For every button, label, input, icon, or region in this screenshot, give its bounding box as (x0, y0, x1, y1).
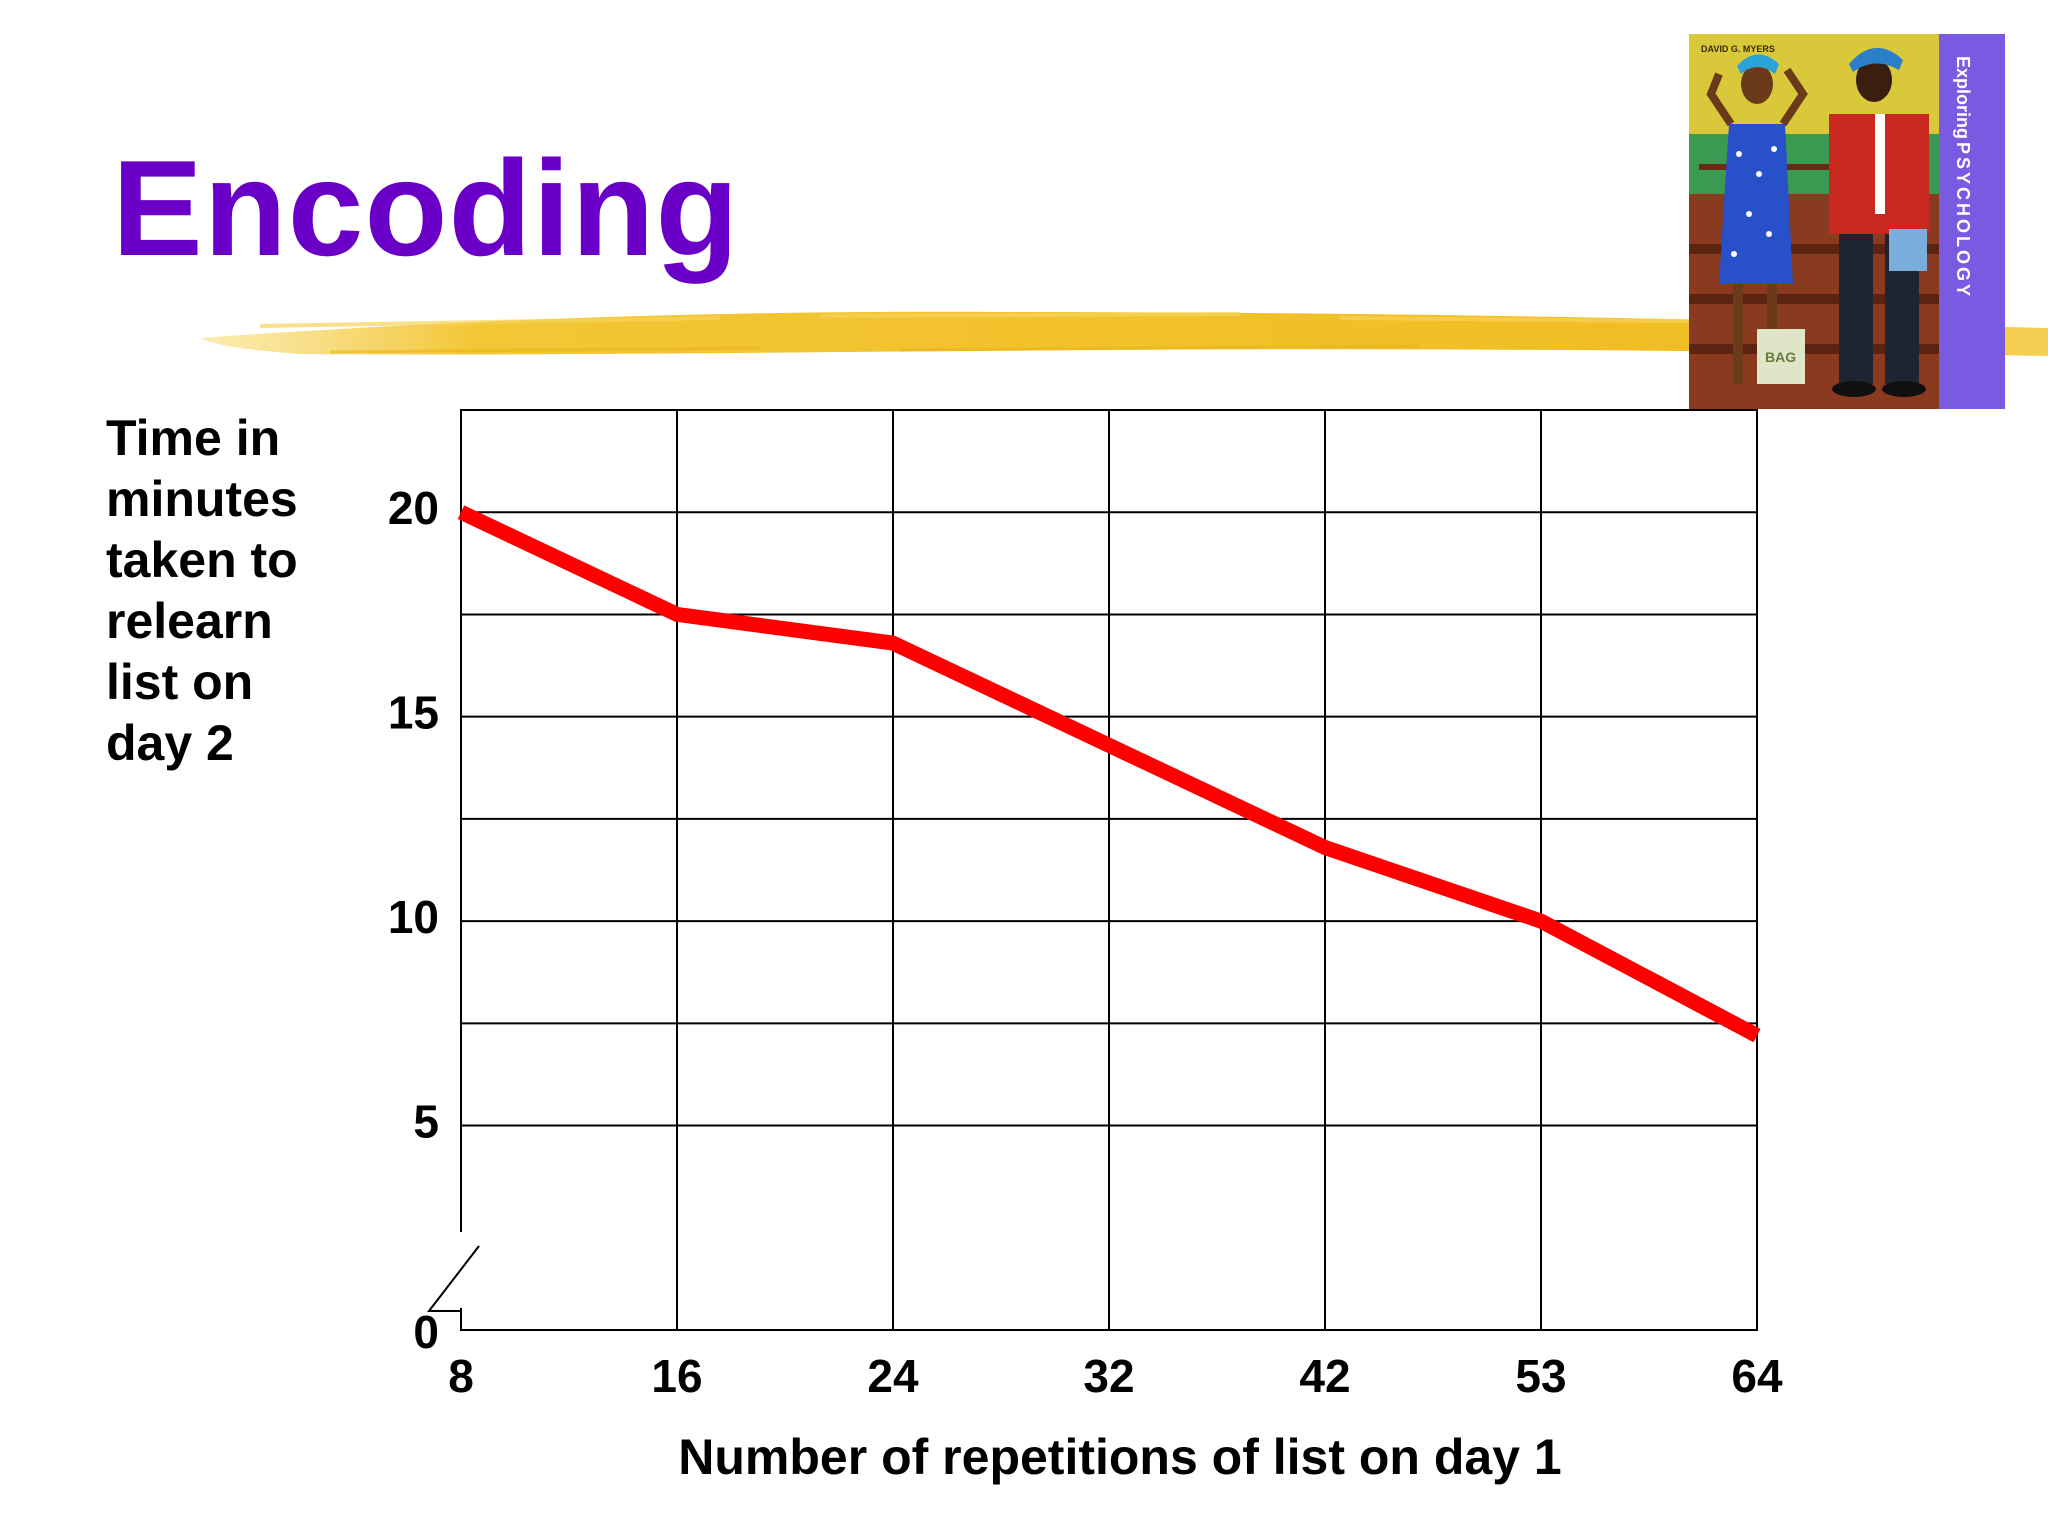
slide-title: Encoding (112, 132, 740, 284)
book-cover-image: BAG DAVID G. MYERS Exploring PSYCHOLOGY (1689, 34, 2005, 409)
y-tick-label: 10 (388, 891, 439, 943)
y-axis-break (426, 1232, 480, 1330)
y-axis-label: Time in minutes taken to relearn list on… (106, 410, 298, 771)
axis-break-zigzag (426, 1245, 480, 1330)
cover-author: DAVID G. MYERS (1701, 44, 1775, 54)
x-tick-label: 8 (448, 1350, 474, 1402)
y-tick-label: 0 (413, 1306, 439, 1358)
data-point (1108, 744, 1110, 746)
data-point (460, 511, 462, 513)
data-point (1756, 1035, 1758, 1037)
data-point (1324, 847, 1326, 849)
y-tick-labels: 0 5 10 15 20 (388, 482, 439, 1358)
x-tick-label: 53 (1515, 1350, 1566, 1402)
x-tick-label: 24 (867, 1350, 919, 1402)
y-tick-label: 20 (388, 482, 439, 534)
data-point (892, 642, 894, 644)
x-tick-labels: 8 16 24 32 42 53 64 (448, 1350, 1783, 1402)
chart-series (457, 505, 1761, 1043)
y-tick-label: 15 (388, 687, 439, 739)
x-tick-label: 32 (1083, 1350, 1134, 1402)
data-point (1540, 920, 1542, 922)
x-axis-label: Number of repetitions of list on day 1 (678, 1429, 1562, 1485)
cover-bag-label: BAG (1765, 349, 1796, 365)
data-point (676, 613, 678, 615)
cover-title-word1: Exploring (1953, 56, 1973, 139)
cover-title-word2: PSYCHOLOGY (1953, 142, 1973, 299)
x-tick-label: 64 (1731, 1350, 1783, 1402)
y-tick-label: 5 (413, 1096, 439, 1148)
x-tick-label: 16 (651, 1350, 702, 1402)
chart-grid (460, 409, 1758, 1331)
x-tick-label: 42 (1299, 1350, 1350, 1402)
